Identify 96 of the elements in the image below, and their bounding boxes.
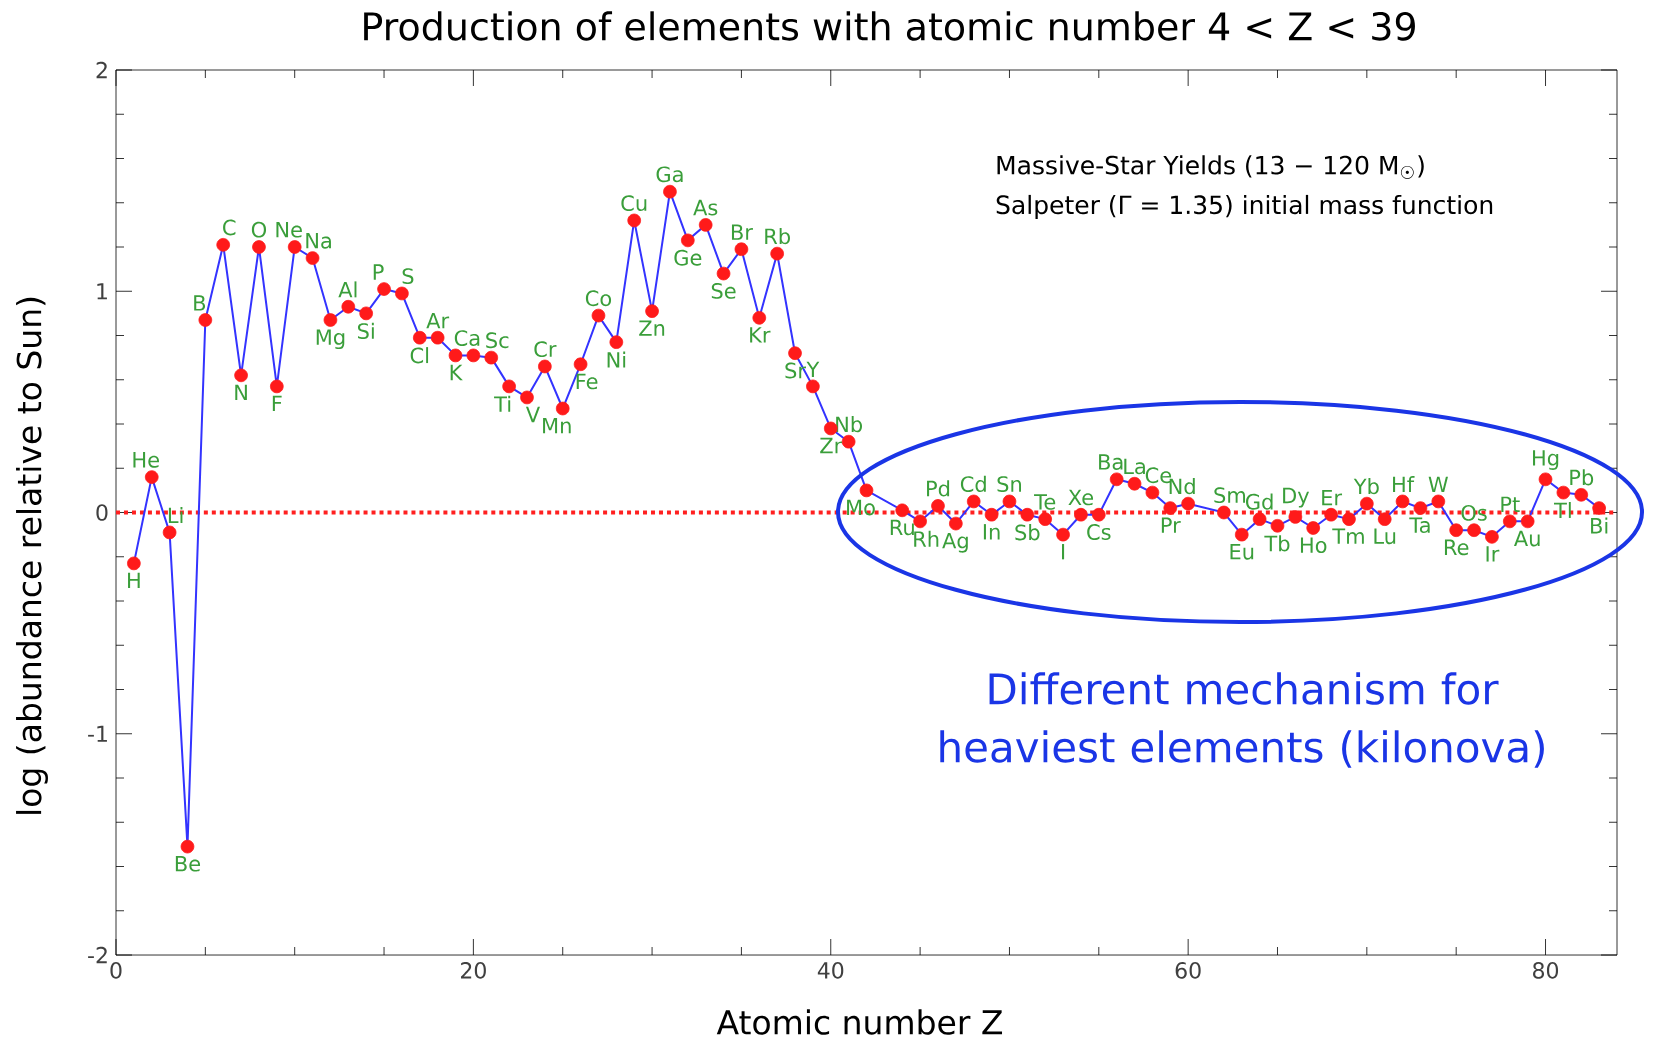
annotation: Ba (1099, 454, 1123, 470)
annotation: Tm (1332, 528, 1364, 544)
annotation: Cu (621, 195, 647, 212)
annotation: Dy (1283, 487, 1310, 508)
annotation: Na (306, 233, 331, 249)
annotation: S (402, 268, 414, 285)
annotation: Ti (494, 395, 511, 412)
annotation: Sn (997, 476, 1021, 493)
annotation: N (235, 384, 247, 401)
annotation: Mg (316, 329, 345, 350)
chart-title: Production of elements with atomic number 4 < Z < 39 (364, 11, 1415, 41)
annotation: Ho (1300, 537, 1327, 554)
annotation: Y (806, 361, 820, 377)
annotation: Mn (543, 417, 571, 434)
y-tick-label: 2 (96, 61, 107, 79)
annotation: Bi (1591, 517, 1608, 534)
annotation: Si (357, 322, 374, 340)
annotation: Rb (765, 227, 790, 245)
annotation: Al (338, 281, 357, 298)
annotation: Ge (674, 249, 702, 266)
annotation: Tb (1264, 535, 1290, 552)
annotation: Xe (1068, 489, 1094, 506)
annotation: Zn (639, 320, 665, 336)
y-tick-label: 1 (97, 283, 107, 300)
annotation: W (1428, 476, 1448, 493)
annotation: V (525, 406, 540, 423)
annotation: Ga (656, 166, 683, 183)
annotation: Gd (1246, 493, 1273, 510)
annotation: Sm (1214, 487, 1246, 504)
annotation: Ni (607, 351, 626, 368)
x-axis-title: Atomic number Z (716, 1009, 1003, 1035)
annotation: Cl (410, 347, 429, 364)
annotation: Yb (1353, 477, 1379, 495)
annotation: Cd (960, 475, 986, 493)
annotation: Li (168, 507, 183, 524)
x-tick-label: 40 (817, 962, 844, 979)
annotation: K (450, 364, 463, 381)
annotation: C (223, 219, 236, 236)
annotation: Zr (820, 437, 843, 454)
annotation: He (133, 452, 159, 468)
annotation: Ta (1409, 517, 1430, 534)
annotation: P (373, 264, 384, 280)
x-tick-label: 0 (110, 962, 122, 979)
annotation: Massive-Star Yields (13 − 120 M$_{☉}$) (997, 155, 1424, 179)
y-tick-label: -1 (88, 725, 107, 742)
annotation: B (194, 295, 206, 311)
annotation: H (128, 572, 140, 589)
annotation: Ar (426, 313, 450, 329)
y-tick-label: 0 (96, 504, 108, 521)
annotation: I (1062, 544, 1065, 560)
annotation: Ce (1145, 467, 1172, 484)
annotation: Pt (1501, 496, 1520, 512)
annotation: Ru (890, 519, 914, 536)
annotation: Mo (847, 499, 875, 516)
annotation: Different mechanism for heaviest elements (kilonova) (940, 672, 1544, 768)
annotation: Cs (1087, 524, 1111, 541)
annotation: Pr (1161, 517, 1181, 533)
annotation: Lu (1374, 528, 1396, 545)
y-tick-label: -2 (88, 946, 107, 964)
annotation: Au (1513, 530, 1540, 547)
annotation: La (1124, 458, 1145, 475)
x-tick-label: 80 (1533, 962, 1559, 979)
annotation: Ca (454, 330, 480, 347)
annotation: Fe (576, 373, 598, 390)
annotation: In (983, 524, 1000, 540)
annotation: Sb (1015, 524, 1040, 541)
annotation: Rh (914, 530, 939, 547)
annotation: Tl (1554, 501, 1571, 518)
annotation: Ag (942, 532, 968, 553)
annotation: Sc (486, 332, 509, 349)
annotation: Ir (1486, 546, 1500, 562)
annotation: Ne (276, 222, 302, 238)
annotation: Eu (1230, 544, 1254, 560)
y-axis-title: log (abundance relative to Sun) (16, 297, 48, 814)
annotation: Hg (1533, 450, 1559, 470)
annotation: Salpeter (Γ = 1.35) initial mass function (996, 194, 1493, 220)
x-tick-label: 20 (461, 962, 486, 979)
annotation: Te (1034, 494, 1056, 510)
annotation: Er (1322, 490, 1343, 506)
annotation: Hf (1393, 476, 1415, 493)
x-tick-label: 60 (1175, 962, 1201, 979)
annotation: Kr (750, 327, 771, 343)
annotation: Os (1461, 504, 1487, 521)
annotation: Se (711, 282, 736, 299)
annotation: Nb (836, 416, 863, 433)
annotation: Be (175, 855, 201, 872)
annotation: O (251, 221, 267, 238)
annotation: As (693, 199, 718, 216)
annotation: F (272, 395, 282, 412)
annotation: Pd (927, 480, 950, 497)
annotation: Nd (1169, 477, 1195, 495)
annotation: Br (731, 224, 753, 240)
annotation: Cr (534, 341, 557, 358)
annotation: Pb (1570, 469, 1594, 486)
annotation: Co (585, 290, 612, 307)
annotation: Re (1444, 539, 1469, 556)
